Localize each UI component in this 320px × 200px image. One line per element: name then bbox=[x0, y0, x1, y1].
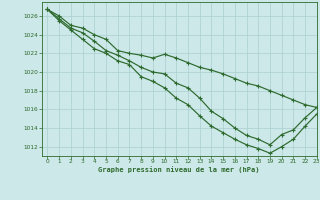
X-axis label: Graphe pression niveau de la mer (hPa): Graphe pression niveau de la mer (hPa) bbox=[99, 166, 260, 173]
